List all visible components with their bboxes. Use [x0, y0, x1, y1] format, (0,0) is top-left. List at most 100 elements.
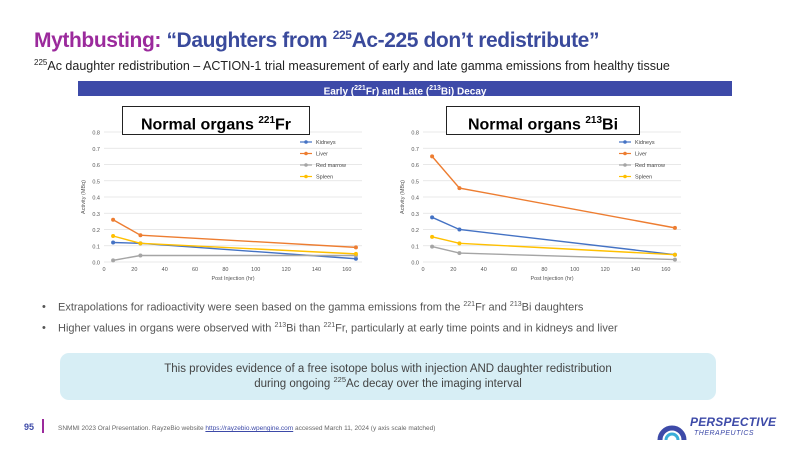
data-point	[111, 258, 116, 263]
callout-box: This provides evidence of a free isotope…	[60, 353, 716, 400]
legend-marker	[304, 151, 308, 156]
y-tick-label: 0.4	[92, 196, 100, 202]
x-tick-label: 60	[192, 267, 198, 273]
callout-text: during ongoing	[254, 377, 334, 390]
chart-title-bi213: Normal organs 213Bi	[446, 106, 640, 135]
x-tick-label: 40	[481, 267, 487, 273]
page-number: 95	[24, 422, 35, 432]
data-point	[353, 256, 358, 261]
y-tick-label: 0.1	[92, 244, 100, 250]
chart-bi213: 0.0 0.1 0.2 0.3 0.4 0.5 0.6 0.7 0.8 0 20 40 60 80 100 1…	[395, 118, 695, 288]
logo-subtitle: THERAPEUTICS	[694, 430, 755, 437]
x-tick-label: 120	[601, 267, 610, 273]
x-axis-label: Post Injection (hr)	[530, 276, 573, 282]
callout-line-1: This provides evidence of a free isotope…	[164, 363, 612, 375]
data-point	[138, 241, 143, 246]
y-tick-label: 0.3	[92, 212, 100, 218]
x-tick-label: 20	[450, 267, 456, 273]
data-point	[430, 215, 435, 220]
title-superscript: 225	[332, 28, 352, 42]
subtitle-text: Ac daughter redistribution – ACTION-1 tr…	[47, 59, 670, 74]
x-tick-label: 160	[661, 267, 670, 273]
callout-sup: 225	[333, 375, 346, 384]
banner-text-2: Fr) and Late (	[365, 86, 430, 98]
y-tick-label: 0.1	[411, 244, 419, 250]
data-point	[672, 257, 677, 262]
legend-label: Kidneys	[635, 140, 655, 146]
page-subtitle: 225Ac daughter redistribution – ACTION-1…	[34, 58, 670, 73]
y-tick-label: 0.0	[92, 261, 100, 267]
x-tick-label: 80	[222, 267, 228, 273]
bullet-sup: 221	[463, 301, 476, 308]
chart-fr221: 0.0 0.1 0.2 0.3 0.4 0.5 0.6 0.7 0.8 0 20 40 60 80 100 1…	[76, 118, 376, 288]
data-point	[672, 252, 677, 257]
data-point	[111, 217, 116, 222]
data-point	[138, 253, 143, 258]
legend-label: Red marrow	[316, 163, 346, 169]
section-banner: Early (221Fr) and Late (213Bi) Decay	[78, 81, 732, 98]
chart-title-sup: 213	[585, 115, 603, 126]
x-tick-label: 80	[541, 267, 547, 273]
bullet-sup: 221	[323, 321, 336, 329]
x-axis-label: Post Injection (hr)	[211, 276, 254, 282]
y-tick-label: 0.5	[411, 179, 419, 185]
legend-marker	[304, 140, 308, 144]
chart-title-sup: 221	[258, 115, 276, 126]
data-point	[111, 234, 116, 238]
y-tick-label: 0.5	[92, 179, 100, 185]
bullet-sup: 213	[274, 321, 287, 329]
banner-text-1: Early (	[323, 86, 355, 98]
bullet-text: Fr and	[475, 301, 510, 314]
y-tick-label: 0.6	[92, 163, 100, 169]
legend-marker	[304, 174, 308, 179]
legend-label: Red marrow	[635, 163, 665, 169]
x-tick-label: 140	[631, 267, 640, 273]
bullet-dot: •	[42, 301, 46, 313]
bullet-item: • Extrapolations for radioactivity were s…	[42, 301, 618, 314]
footer-link[interactable]: https://rayzebio.wpengine.com	[205, 425, 294, 432]
bullet-item: • Higher values in organs were observed w…	[42, 322, 618, 335]
legend-marker	[623, 140, 627, 144]
data-point	[353, 251, 358, 256]
page-title: Mythbusting: “Daughters from 225Ac-225 d…	[34, 28, 599, 53]
footer-text: SNMMI 2023 Oral Presentation. RayzeBio w…	[58, 425, 206, 432]
subtitle-superscript: 225	[34, 58, 48, 67]
legend-label: Liver	[635, 152, 647, 158]
bullet-text: Extrapolations for radioactivity were se…	[58, 301, 464, 314]
data-point	[457, 227, 462, 232]
chart-title-element: Fr	[275, 116, 292, 134]
legend-marker	[623, 174, 627, 179]
legend-marker	[304, 163, 308, 167]
banner-text-3: Bi) Decay	[440, 86, 487, 98]
bullet-sup: 213	[509, 301, 522, 308]
data-point	[138, 233, 143, 238]
chart-title-text: Normal organs	[467, 116, 586, 134]
banner-sup-2: 213	[429, 85, 441, 92]
y-tick-label: 0.2	[92, 228, 100, 234]
y-tick-label: 0.0	[411, 261, 419, 267]
x-tick-label: 60	[511, 267, 517, 273]
bullet-text: Bi daughters	[521, 301, 584, 314]
legend-label: Kidneys	[316, 140, 336, 146]
x-tick-label: 0	[102, 267, 105, 273]
callout-line-2: during ongoing 225Ac decay over the imag…	[60, 375, 716, 390]
chart-bi213-svg: 0.0 0.1 0.2 0.3 0.4 0.5 0.6 0.7 0.8 0 20 40 60 80 100 1…	[400, 131, 681, 282]
chart-fr221-svg: 0.0 0.1 0.2 0.3 0.4 0.5 0.6 0.7 0.8 0 20 40 60 80 100 1…	[81, 131, 362, 282]
footer-divider	[42, 419, 44, 433]
y-tick-label: 0.8	[92, 131, 100, 137]
legend-marker	[623, 151, 627, 156]
x-tick-label: 120	[282, 267, 291, 273]
title-quote-b: Ac-225 don’t redistribute”	[351, 29, 600, 52]
data-point	[430, 154, 435, 159]
legend-label: Spleen	[635, 175, 652, 181]
y-tick-label: 0.6	[411, 163, 419, 169]
x-tick-label: 40	[162, 267, 168, 273]
data-point	[430, 244, 435, 249]
legend-marker	[623, 163, 627, 167]
y-tick-label: 0.2	[411, 228, 419, 234]
data-point	[457, 186, 462, 191]
x-tick-label: 100	[570, 267, 579, 273]
bullet-list: • Extrapolations for radioactivity were s…	[42, 301, 618, 342]
series-line	[431, 216, 676, 256]
footer-text: accessed March 11, 2024 (y axis scale ma…	[293, 425, 436, 432]
